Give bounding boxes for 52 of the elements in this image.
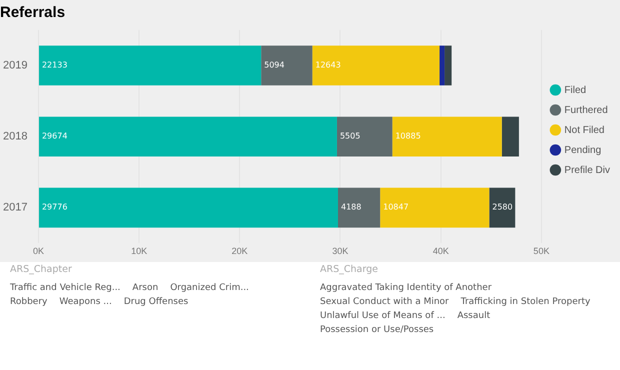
legend-label: Pending <box>564 144 602 156</box>
text: Drug Offenses <box>124 297 188 307</box>
text: Robbery <box>10 297 48 307</box>
bar <box>440 46 445 86</box>
bar <box>336 116 392 156</box>
bar <box>338 188 380 228</box>
bar <box>489 188 516 228</box>
text: Unlawful Use of Means of ... <box>320 311 446 321</box>
data-label: 29674 <box>42 132 68 141</box>
bar <box>38 46 262 86</box>
text: Weapons ... <box>59 297 112 307</box>
legend-label: Prefile Div <box>564 164 610 176</box>
bar <box>38 188 338 228</box>
text: Traffic and Vehicle Reg... <box>10 283 120 293</box>
text: Aggravated Taking Identity of Another <box>320 283 492 293</box>
bar <box>312 46 440 86</box>
y-tick-label: 2019 <box>2 60 28 72</box>
x-tick-label: 10K <box>131 246 148 256</box>
text: Trafficking in Stolen Property <box>460 297 590 307</box>
x-tick-label: 0K <box>32 246 44 256</box>
data-label: 10885 <box>395 132 421 141</box>
x-tick-label: 30K <box>332 246 348 256</box>
bar <box>261 46 312 86</box>
text: Organized Crim... <box>170 283 249 293</box>
text: ARS_Charge <box>320 264 379 275</box>
data-label: 22133 <box>42 60 68 70</box>
data-label: 29776 <box>42 202 68 212</box>
bar <box>380 188 490 228</box>
y-tick-label: 2018 <box>2 130 28 143</box>
legend-label: Filed <box>564 84 586 96</box>
chart-title: Referrals <box>0 4 66 22</box>
data-label: 5094 <box>264 60 284 70</box>
text: Possession or Use/Posses <box>320 325 434 335</box>
x-tick-label: 40K <box>432 246 449 256</box>
legend-label: Furthered <box>564 104 608 116</box>
bar <box>38 116 337 156</box>
text: Sexual Conduct with a Minor <box>320 297 449 307</box>
data-label: 12643 <box>315 60 341 70</box>
x-tick-label: 20K <box>232 246 248 256</box>
x-tick-label: 50K <box>533 246 550 256</box>
text: Assault <box>457 311 490 321</box>
bar <box>392 116 502 156</box>
y-tick-label: 2017 <box>2 202 28 214</box>
legend-label: Not Filed <box>564 124 604 136</box>
data-label: 10847 <box>383 202 409 212</box>
data-label: 2580 <box>492 202 513 212</box>
data-label: 4188 <box>340 202 362 212</box>
text: ARS_Chapter <box>10 264 73 275</box>
data-label: 5505 <box>340 132 360 141</box>
text: Arson <box>132 283 158 293</box>
bar <box>444 46 452 86</box>
bar <box>502 116 519 156</box>
